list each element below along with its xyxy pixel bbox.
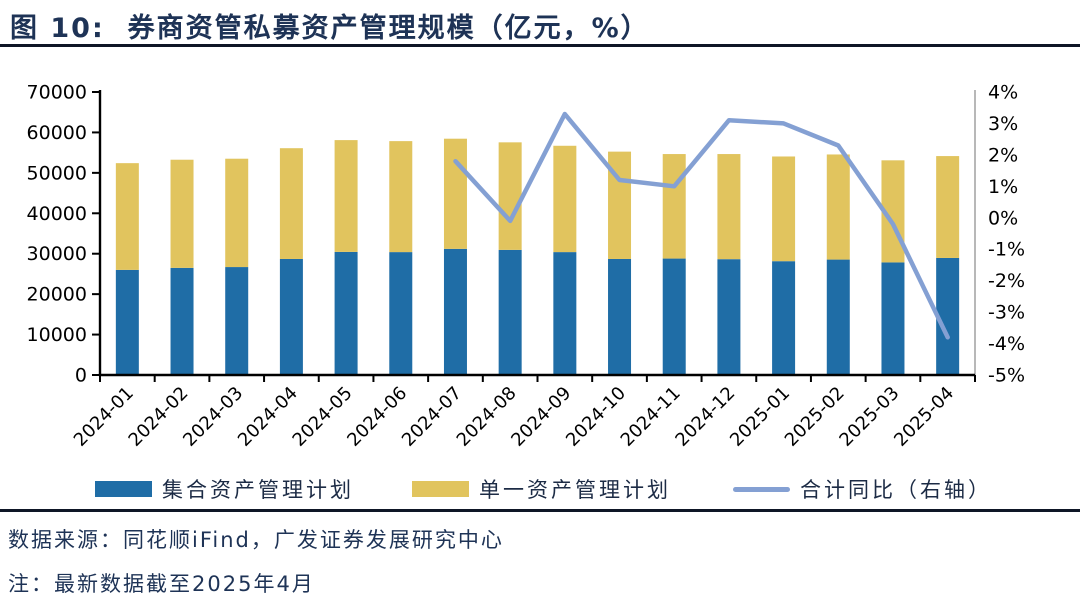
legend-label-single: 单一资产管理计划	[479, 478, 671, 502]
bar-segment-single	[498, 142, 522, 250]
bar-segment-collective	[936, 257, 960, 375]
x-axis-label: 2024-12	[671, 383, 739, 451]
left-axis-tick-label: 40000	[27, 203, 87, 225]
bar-segment-collective	[881, 262, 905, 375]
figure-title: 图 10: 券商资管私募资产管理规模（亿元，%）	[10, 13, 650, 44]
legend-label-collective: 集合资产管理计划	[162, 478, 354, 502]
bar-segment-single	[717, 154, 741, 260]
bar-segment-single	[772, 156, 796, 262]
left-axis-tick-label: 70000	[27, 82, 87, 104]
bar-segment-collective	[279, 258, 303, 375]
x-axis-label: 2024-07	[398, 383, 466, 451]
right-axis-tick-label: 3%	[988, 113, 1018, 135]
legend-item-collective: 集合资产管理计划	[95, 474, 354, 504]
right-axis-tick-label: -3%	[988, 302, 1025, 324]
right-axis-tick-label: -2%	[988, 270, 1025, 292]
bar-segment-single	[553, 145, 577, 253]
x-axis-label: 2024-03	[179, 383, 247, 451]
bar-segment-single	[279, 148, 303, 259]
left-axis-tick-label: 50000	[27, 162, 87, 184]
footer-divider	[0, 509, 1080, 512]
right-axis-tick-label: -5%	[988, 365, 1025, 387]
bar-segment-collective	[498, 249, 522, 375]
bar-segment-single	[389, 141, 413, 253]
bar-segment-collective	[389, 252, 413, 375]
bar-segment-collective	[115, 269, 139, 375]
x-axis-label: 2025-01	[726, 383, 794, 451]
legend-swatch-collective	[95, 481, 152, 497]
left-axis-tick-label: 30000	[27, 243, 87, 265]
x-axis-label: 2024-08	[453, 383, 521, 451]
right-axis-tick-label: 1%	[988, 176, 1018, 198]
x-axis-label: 2024-09	[507, 383, 575, 451]
right-axis-tick-label: -4%	[988, 333, 1025, 355]
left-axis-tick-label: 10000	[27, 324, 87, 346]
right-axis-tick-label: 4%	[988, 82, 1018, 104]
legend-item-single: 单一资产管理计划	[412, 474, 671, 504]
left-axis-tick-label: 0	[75, 365, 87, 387]
x-axis-label: 2024-06	[343, 383, 411, 451]
bar-segment-collective	[334, 251, 358, 375]
x-axis-label: 2024-05	[289, 383, 357, 451]
bar-segment-single	[662, 154, 686, 259]
right-axis-tick-label: 2%	[988, 144, 1018, 166]
x-axis-label: 2025-04	[890, 383, 958, 451]
combo-chart: 7000060000500004000030000200001000002024…	[27, 82, 1025, 451]
legend: 集合资产管理计划 单一资产管理计划 合计同比（右轴）	[95, 474, 992, 504]
bar-segment-single	[225, 158, 249, 268]
title-divider	[0, 44, 1080, 47]
x-axis-label: 2024-11	[617, 383, 685, 451]
bar-segment-single	[936, 156, 960, 258]
bar-segment-collective	[717, 259, 741, 375]
left-axis-tick-label: 60000	[27, 122, 87, 144]
bar-segment-collective	[772, 261, 796, 375]
bar-segment-collective	[662, 258, 686, 375]
x-axis-label: 2025-03	[835, 383, 903, 451]
bar-segment-single	[826, 154, 850, 260]
legend-item-yoy: 合计同比（右轴）	[733, 474, 992, 504]
x-axis-label: 2025-02	[781, 383, 849, 451]
legend-swatch-single	[412, 481, 469, 497]
data-source-text: 数据来源：同花顺iFind，广发证券发展研究中心	[8, 528, 504, 552]
yoy-line	[453, 111, 950, 340]
x-axis-label: 2024-01	[70, 383, 138, 451]
right-axis-tick-label: -1%	[988, 239, 1025, 261]
bar-segment-collective	[443, 248, 467, 375]
bar-segment-single	[115, 163, 139, 270]
legend-label-yoy: 合计同比（右轴）	[800, 478, 992, 502]
bar-segment-collective	[553, 252, 577, 375]
legend-swatch-yoy-line	[733, 486, 790, 492]
x-axis-label: 2024-10	[562, 383, 630, 451]
x-axis-label: 2024-02	[125, 383, 193, 451]
bar-segment-single	[443, 138, 467, 249]
note-text: 注：最新数据截至2025年4月	[8, 572, 315, 596]
left-axis-tick-label: 20000	[27, 284, 87, 306]
bar-segment-single	[334, 140, 358, 252]
right-axis-tick-label: 0%	[988, 207, 1018, 229]
bar-segment-collective	[608, 258, 632, 375]
bar-segment-collective	[826, 259, 850, 375]
bar-segment-single	[170, 159, 194, 268]
bar-segment-collective	[225, 267, 249, 375]
x-axis-label: 2024-04	[234, 383, 302, 451]
bar-segment-collective	[170, 267, 194, 375]
